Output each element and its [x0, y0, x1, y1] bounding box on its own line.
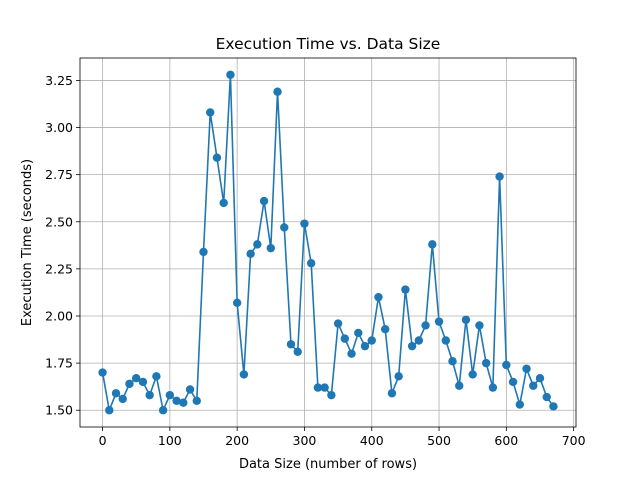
data-point	[185, 385, 195, 394]
y-tick-label: 1.75	[45, 356, 73, 371]
data-point	[515, 400, 525, 409]
data-point	[286, 340, 296, 349]
chart-title: Execution Time vs. Data Size	[216, 35, 441, 53]
data-point	[421, 321, 430, 330]
data-point	[259, 196, 269, 206]
data-point	[158, 406, 168, 415]
data-point	[529, 381, 538, 390]
data-point	[206, 108, 215, 117]
grid	[80, 58, 576, 427]
x-tick-label: 0	[99, 433, 107, 448]
y-tick-label: 2.00	[45, 308, 73, 323]
data-point	[495, 172, 504, 181]
data-point	[535, 373, 545, 383]
data-point	[212, 153, 222, 162]
data-point	[401, 285, 410, 294]
x-tick-label: 400	[360, 433, 384, 448]
y-tick-label: 2.75	[45, 167, 73, 182]
y-axis-label: Execution Time (seconds)	[20, 159, 35, 326]
data-point	[542, 392, 551, 402]
y-tick-label: 1.50	[45, 403, 73, 418]
data-point	[327, 390, 336, 400]
data-point	[111, 389, 121, 398]
data-point	[374, 292, 383, 302]
data-point	[152, 372, 161, 381]
data-point	[138, 377, 148, 387]
data-point	[354, 328, 363, 338]
data-point	[320, 383, 329, 392]
data-point	[481, 358, 491, 368]
data-point	[226, 70, 235, 79]
data-point	[522, 364, 531, 373]
data-point	[367, 336, 376, 345]
data-point	[488, 383, 498, 392]
series-layer	[98, 70, 558, 415]
data-point	[414, 336, 424, 345]
data-point	[253, 240, 262, 249]
data-point	[455, 381, 464, 390]
data-point	[219, 198, 228, 208]
data-point	[98, 368, 107, 377]
y-tick-label: 2.25	[45, 261, 73, 276]
data-point	[461, 315, 471, 324]
x-tick-label: 500	[427, 433, 451, 448]
axes-frame	[79, 57, 577, 428]
data-point	[340, 334, 350, 343]
data-point	[407, 341, 417, 351]
ticks: 0 100 200 300 400 500 600 700 1.50 1.75 2.00 2.25 2.…	[45, 73, 585, 448]
data-point	[428, 240, 437, 249]
data-point	[508, 377, 518, 387]
data-point	[549, 402, 558, 411]
data-point	[387, 389, 397, 398]
data-point	[105, 406, 114, 415]
data-point	[306, 259, 316, 268]
x-tick-label: 600	[494, 433, 518, 448]
x-axis-label: Data Size (number of rows)	[239, 457, 417, 472]
data-point	[266, 243, 275, 253]
x-tick-label: 100	[158, 433, 182, 448]
data-point	[273, 87, 282, 96]
data-point	[434, 317, 444, 326]
data-point	[360, 341, 370, 351]
y-tick-label: 3.00	[45, 120, 73, 135]
data-point	[246, 249, 255, 259]
data-point	[502, 360, 511, 370]
data-point	[475, 321, 484, 330]
data-point	[448, 357, 457, 366]
data-point	[179, 398, 188, 407]
data-point	[347, 349, 356, 358]
data-point	[199, 247, 208, 257]
data-point	[239, 370, 249, 379]
x-tick-label: 200	[225, 433, 249, 448]
data-point	[394, 372, 403, 381]
data-point	[441, 336, 450, 345]
data-point	[125, 379, 134, 389]
data-point	[165, 390, 175, 400]
data-point	[333, 319, 343, 328]
data-point	[232, 298, 242, 308]
data-point	[131, 373, 141, 383]
data-point	[280, 223, 289, 232]
data-point	[381, 324, 390, 334]
x-tick-label: 700	[562, 433, 586, 448]
data-point	[300, 219, 309, 228]
data-point	[118, 394, 127, 404]
data-point	[313, 383, 323, 392]
y-tick-label: 3.25	[45, 73, 73, 88]
y-tick-label: 2.50	[45, 214, 73, 229]
data-point	[145, 390, 154, 400]
x-tick-label: 300	[293, 433, 317, 448]
data-point	[192, 396, 201, 406]
data-point	[172, 396, 181, 406]
data-point	[468, 370, 477, 379]
data-point	[293, 347, 302, 357]
